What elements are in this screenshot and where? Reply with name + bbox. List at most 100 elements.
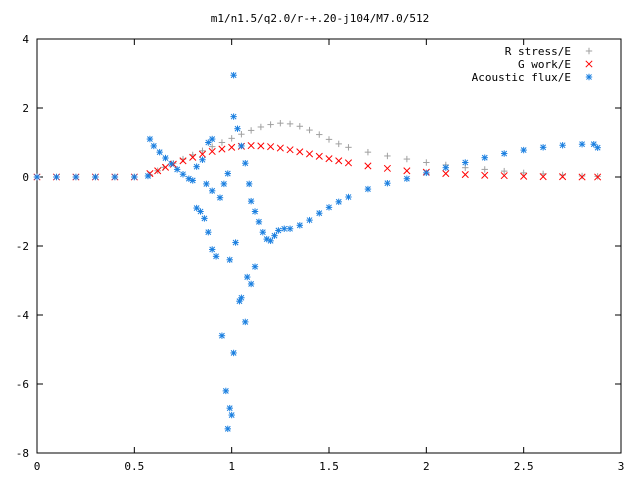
legend-marker-0: [585, 47, 593, 55]
data-point: [403, 175, 411, 182]
series-layer: [33, 72, 602, 433]
data-point: [197, 208, 204, 215]
data-point: [244, 273, 251, 281]
data-point: [539, 173, 547, 181]
data-point: [255, 218, 263, 226]
y-tick-label: 0: [22, 171, 29, 184]
data-point: [559, 142, 566, 149]
data-point: [203, 180, 210, 188]
y-tick-label: -8: [16, 447, 29, 460]
data-point: [306, 216, 313, 224]
data-point: [247, 280, 255, 288]
data-point: [315, 152, 323, 160]
data-point: [296, 222, 303, 229]
data-point: [423, 169, 430, 177]
data-point: [224, 170, 231, 177]
data-point: [578, 141, 586, 148]
legend-label-1: G work/E: [518, 58, 571, 71]
data-point: [271, 232, 278, 239]
data-point: [364, 185, 372, 193]
data-point: [296, 148, 304, 156]
data-point: [220, 180, 228, 188]
data-point: [205, 229, 212, 236]
data-point: [156, 148, 163, 156]
data-point: [161, 163, 170, 171]
data-point: [216, 194, 224, 201]
data-point: [296, 123, 303, 130]
data-point: [481, 171, 489, 179]
data-point: [281, 225, 288, 232]
data-point: [218, 139, 226, 146]
x-tick-label: 2.5: [514, 460, 534, 473]
data-point: [245, 180, 253, 188]
data-point: [72, 173, 80, 181]
data-point: [228, 143, 236, 151]
data-point: [520, 146, 527, 154]
data-point: [242, 318, 249, 326]
data-point: [539, 144, 547, 151]
legend-marker-2: [585, 73, 593, 81]
data-point: [276, 144, 284, 152]
series-2: [33, 72, 601, 433]
data-point: [344, 159, 353, 167]
data-point: [257, 123, 265, 131]
data-point: [578, 172, 586, 180]
data-point: [461, 171, 469, 179]
data-point: [520, 169, 527, 177]
data-point: [198, 150, 207, 158]
data-point: [208, 147, 216, 156]
data-point: [238, 294, 245, 301]
y-tick-label: 4: [22, 33, 29, 46]
data-point: [234, 125, 241, 132]
data-point: [316, 210, 323, 217]
data-point: [500, 172, 508, 180]
data-point: [222, 387, 230, 395]
data-point: [33, 173, 41, 181]
data-point: [53, 173, 60, 181]
data-point: [201, 215, 208, 222]
plot-border: [36, 38, 622, 454]
x-tick-label: 0.5: [124, 460, 144, 473]
data-point: [189, 177, 196, 184]
data-point: [442, 169, 450, 178]
data-point: [131, 173, 138, 181]
legend-label-2: Acoustic flux/E: [472, 71, 571, 84]
data-point: [212, 253, 220, 260]
y-tick-label: -2: [16, 240, 29, 253]
data-point: [154, 167, 162, 175]
data-point: [232, 239, 239, 246]
x-tick-label: 1.5: [319, 460, 339, 473]
data-point: [209, 143, 216, 150]
data-point: [325, 155, 333, 163]
data-point: [501, 150, 508, 157]
data-point: [481, 166, 488, 173]
data-point: [286, 225, 294, 232]
data-point: [199, 156, 206, 163]
y-tick-label: -6: [16, 378, 29, 391]
data-point: [267, 143, 275, 151]
data-point: [364, 162, 372, 170]
legend-marker-1: [585, 60, 593, 68]
data-point: [209, 135, 216, 143]
data-point: [306, 126, 313, 134]
data-point: [325, 136, 333, 143]
data-point: [193, 163, 200, 170]
data-point: [423, 159, 430, 166]
data-point: [230, 72, 237, 79]
data-point: [259, 229, 267, 236]
data-point: [442, 164, 449, 171]
data-point: [335, 157, 343, 165]
data-point: [277, 119, 284, 127]
data-point: [384, 180, 391, 187]
legend-label-0: R stress/E: [505, 45, 571, 58]
data-point: [520, 172, 528, 180]
x-tick-label: 0: [34, 460, 41, 473]
data-point: [168, 160, 175, 168]
data-point: [146, 135, 154, 143]
data-point: [111, 173, 119, 181]
y-tick-label: 2: [22, 102, 29, 115]
data-point: [209, 246, 216, 253]
data-point: [275, 227, 282, 234]
data-point: [247, 142, 255, 150]
